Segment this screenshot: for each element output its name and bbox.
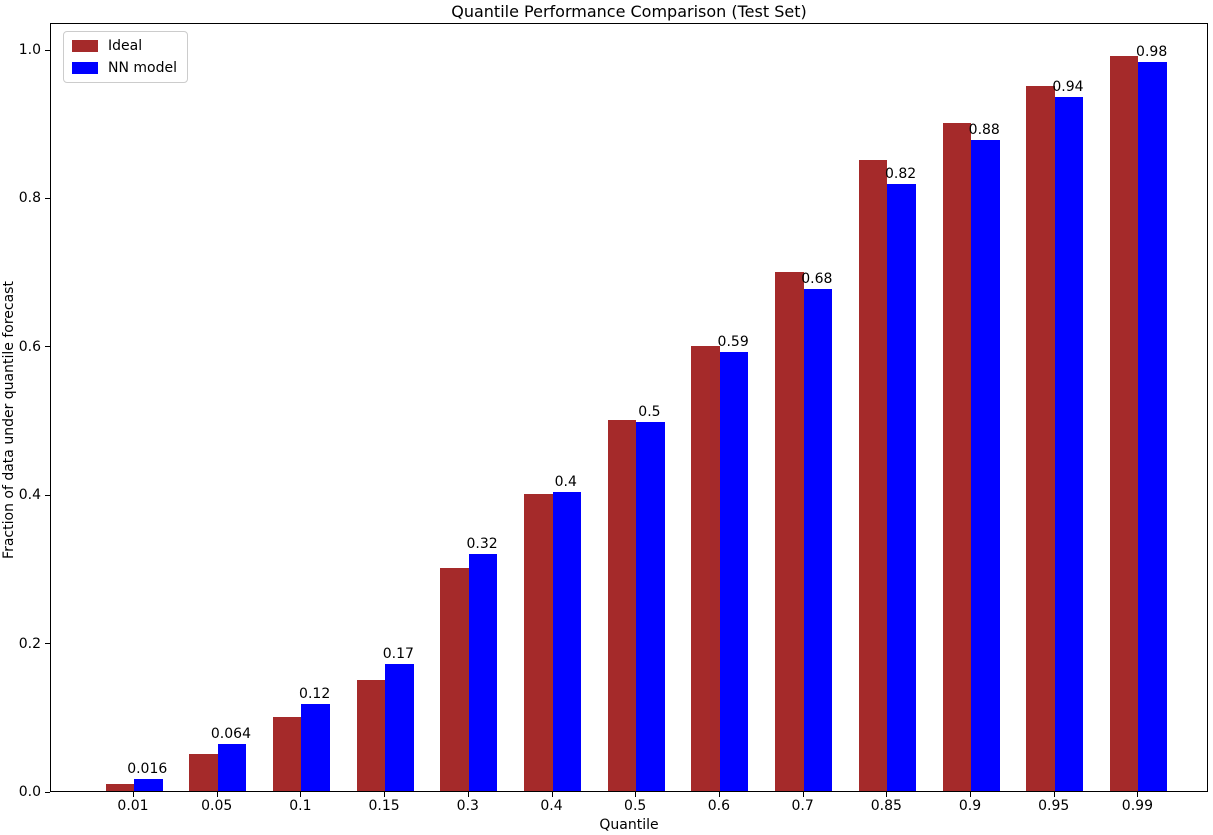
bar-nn-0.15 [385, 664, 414, 791]
bar-ideal-0.1 [272, 716, 302, 791]
bar-nn-0.99 [1138, 61, 1167, 791]
bar-ideal-0.05 [189, 753, 218, 791]
x-tick-mark [970, 792, 971, 797]
bar-value-label: 0.94 [1052, 79, 1084, 96]
bar-value-label: 0.59 [717, 333, 749, 350]
x-tick-mark [133, 792, 134, 797]
bar-nn-0.95 [1054, 97, 1084, 791]
x-tick-label: 0.9 [958, 798, 982, 814]
y-tick-mark [45, 197, 50, 199]
y-tick-label: 1.0 [18, 42, 41, 58]
bar-ideal-0.99 [1109, 56, 1139, 791]
bar-value-label: 0.4 [554, 473, 577, 490]
x-tick-label: 0.01 [117, 798, 149, 814]
x-tick-mark [467, 792, 469, 797]
x-tick-label: 0.95 [1038, 798, 1070, 814]
bar-ideal-0.95 [1026, 86, 1055, 791]
y-tick-mark [45, 346, 50, 348]
bar-nn-0.3 [468, 553, 498, 791]
x-tick-mark [718, 792, 720, 797]
bar-value-label: 0.17 [382, 646, 414, 663]
y-tick-label: 0.2 [18, 635, 41, 652]
bar-nn-0.6 [719, 351, 749, 791]
bar-nn-0.4 [552, 491, 581, 791]
bar-value-label: 0.064 [210, 725, 251, 742]
bar-value-label: 0.68 [801, 271, 833, 288]
y-tick-mark [45, 643, 50, 645]
plot-area: Ideal NN model [50, 23, 1208, 792]
bar-ideal-0.15 [356, 679, 386, 791]
bar-nn-0.01 [134, 779, 163, 791]
x-tick-label: 0.85 [870, 798, 902, 814]
y-tick-mark [45, 791, 50, 793]
x-axis-label: Quantile [599, 817, 659, 833]
bar-value-label: 0.98 [1136, 43, 1168, 60]
x-tick-label: 0.15 [368, 798, 400, 814]
bar-nn-0.85 [887, 184, 916, 791]
x-tick-mark [1137, 792, 1139, 797]
bar-ideal-0.01 [105, 783, 134, 791]
bar-value-label: 0.32 [466, 535, 498, 552]
x-tick-label: 0.3 [456, 798, 479, 814]
x-tick-mark [802, 792, 804, 797]
legend-item-ideal: Ideal [72, 38, 177, 54]
x-tick-mark [551, 792, 553, 797]
bar-value-label: 0.5 [638, 404, 661, 421]
y-tick-label: 0.6 [18, 338, 41, 355]
y-tick-label: 0.0 [18, 784, 41, 800]
y-tick-mark [45, 49, 50, 51]
bar-ideal-0.9 [942, 123, 971, 791]
bar-ideal-0.85 [858, 160, 888, 791]
legend-swatch-nn-model [72, 62, 98, 74]
x-tick-label: 0.05 [201, 798, 233, 814]
bar-ideal-0.4 [524, 494, 553, 791]
y-tick-mark [45, 494, 50, 496]
y-tick-label: 0.4 [18, 487, 41, 504]
y-axis-label: Fraction of data under quantile forecast [1, 281, 17, 559]
legend-item-nn-model: NN model [72, 60, 177, 76]
x-tick-label: 0.5 [624, 798, 647, 814]
bar-value-label: 0.82 [884, 166, 917, 183]
bar-value-label: 0.016 [127, 761, 168, 778]
bar-ideal-0.5 [607, 420, 637, 791]
bar-ideal-0.6 [691, 345, 720, 791]
legend-swatch-ideal [72, 40, 98, 52]
x-tick-mark [635, 792, 637, 797]
x-tick-label: 0.6 [707, 798, 731, 814]
x-tick-mark [886, 792, 888, 797]
bar-value-label: 0.88 [968, 121, 1000, 138]
y-tick-label: 0.8 [18, 190, 41, 207]
bar-nn-0.1 [301, 704, 330, 791]
bar-nn-0.05 [217, 743, 247, 791]
chart-title: Quantile Performance Comparison (Test Se… [451, 2, 807, 21]
x-tick-label: 0.7 [791, 798, 814, 814]
x-tick-mark [384, 792, 386, 797]
bar-value-label: 0.12 [299, 686, 331, 703]
legend-label-ideal: Ideal [108, 38, 143, 54]
x-tick-mark [300, 792, 302, 797]
bar-nn-0.7 [803, 289, 833, 791]
x-tick-label: 0.4 [540, 798, 563, 814]
x-tick-label: 0.1 [289, 798, 312, 814]
x-tick-mark [1053, 792, 1055, 797]
bar-nn-0.9 [971, 139, 1000, 791]
legend-label-nn-model: NN model [108, 60, 177, 76]
legend: Ideal NN model [63, 31, 188, 83]
bar-ideal-0.7 [775, 271, 804, 791]
bar-nn-0.5 [636, 422, 665, 791]
x-tick-label: 0.99 [1121, 798, 1153, 814]
x-tick-mark [216, 792, 218, 797]
bar-ideal-0.3 [440, 568, 469, 791]
